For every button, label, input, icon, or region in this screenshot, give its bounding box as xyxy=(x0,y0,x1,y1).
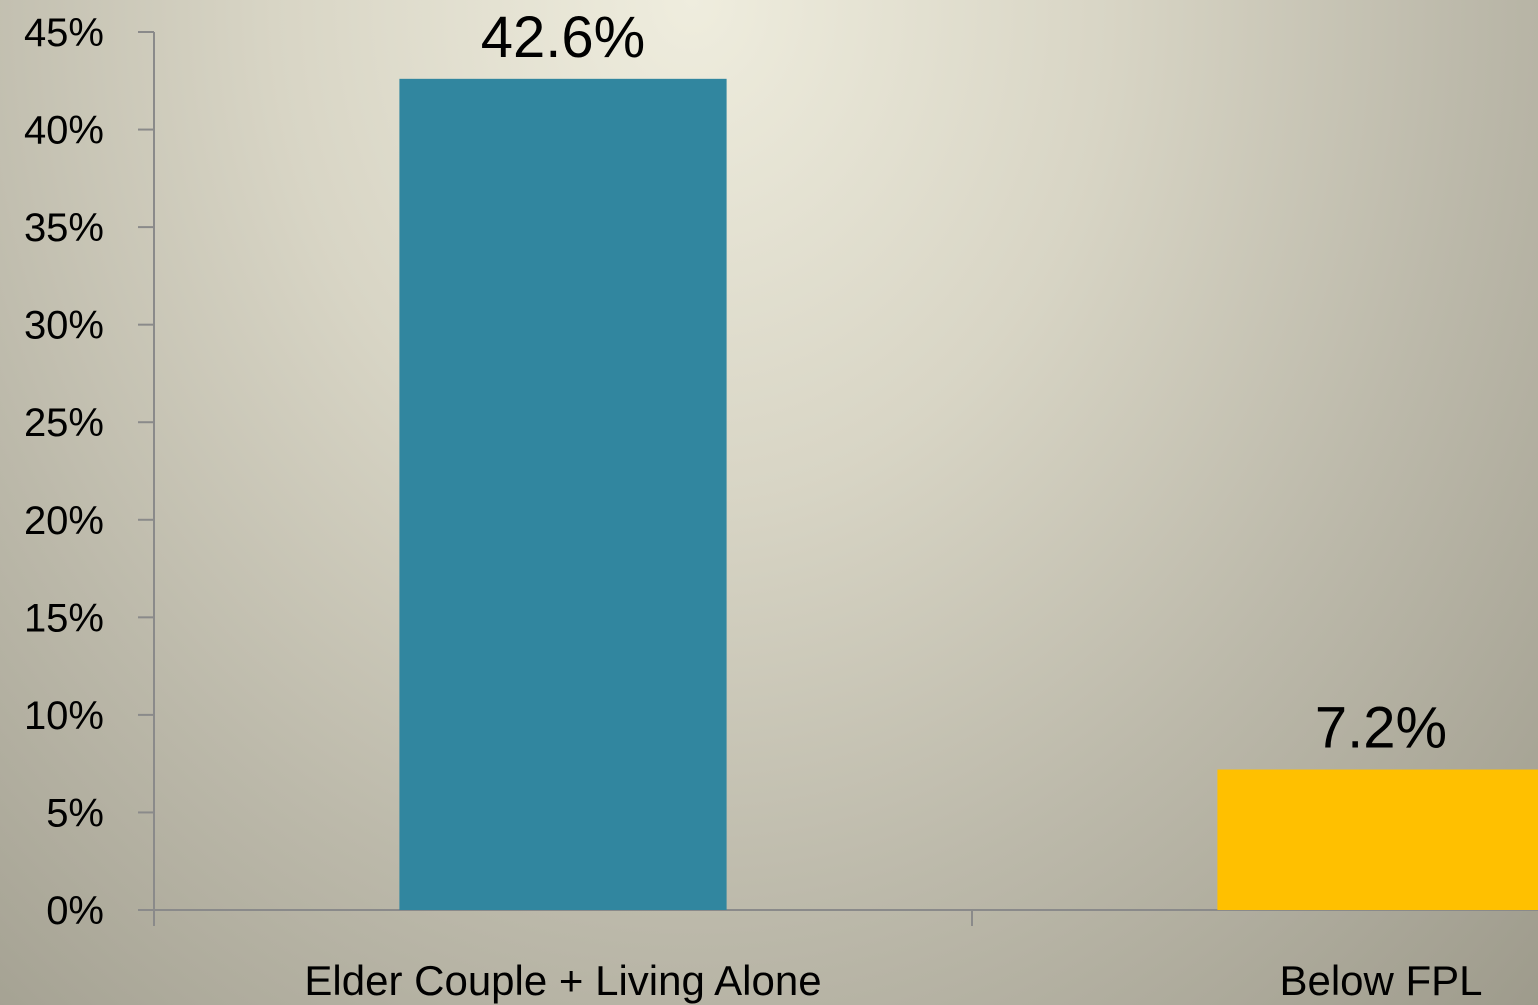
data-labels: 42.6% 7.2% xyxy=(481,5,1447,761)
y-tick-label: 30% xyxy=(24,304,104,348)
y-axis: 0% 5% 10% 15% 20% 25% 30% 35% 40% 45% xyxy=(24,11,155,933)
y-tick-label: 35% xyxy=(24,206,104,250)
y-tick-label: 45% xyxy=(24,11,104,55)
y-tick-label: 5% xyxy=(46,791,104,835)
bar xyxy=(1217,769,1538,910)
data-label: 42.6% xyxy=(481,5,645,70)
data-label: 7.2% xyxy=(1315,696,1447,761)
y-tick-label: 0% xyxy=(46,889,104,933)
y-tick-label: 15% xyxy=(24,596,104,640)
y-tick-label: 10% xyxy=(24,694,104,738)
y-tick-label: 25% xyxy=(24,401,104,445)
bars xyxy=(399,78,1538,911)
bar xyxy=(399,78,727,911)
x-category-label: Elder Couple + Living Alone xyxy=(304,957,821,1004)
y-tick-label: 40% xyxy=(24,109,104,153)
x-category-label: Below FPL xyxy=(1279,957,1482,1004)
x-axis: Elder Couple + Living Alone Below FPL xyxy=(153,909,1538,1004)
y-tick-label: 20% xyxy=(24,499,104,543)
